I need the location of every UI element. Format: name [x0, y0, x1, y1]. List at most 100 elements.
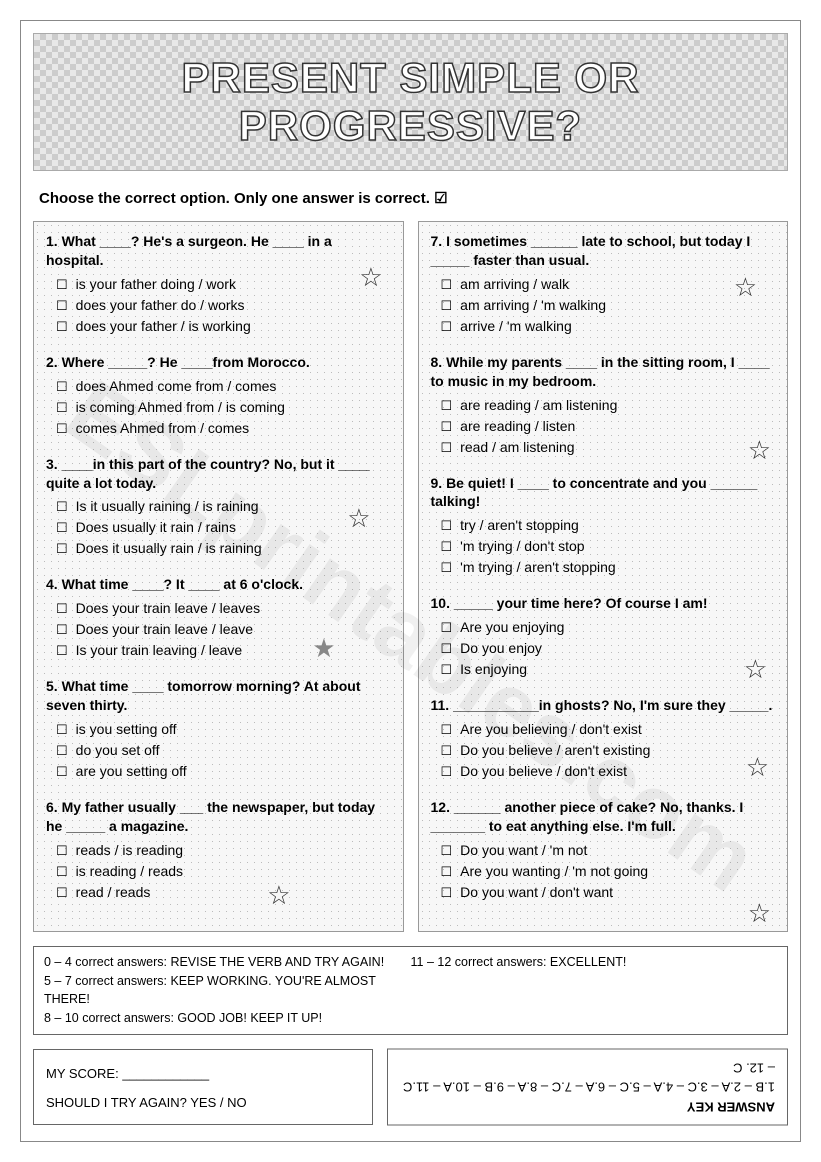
- option-checkbox[interactable]: is you setting off: [56, 719, 391, 740]
- question-prompt: 7. I sometimes ______ late to school, bu…: [431, 232, 776, 270]
- star-icon: ☆: [734, 272, 757, 303]
- option-checkbox[interactable]: are reading / am listening: [441, 395, 776, 416]
- question-prompt: 5. What time ____ tomorrow morning? At a…: [46, 677, 391, 715]
- option-checkbox[interactable]: Do you enjoy: [441, 638, 776, 659]
- feedback-line: [411, 1009, 778, 1028]
- options-list: try / aren't stopping'm trying / don't s…: [431, 515, 776, 578]
- option-checkbox[interactable]: comes Ahmed from / comes: [56, 418, 391, 439]
- question-3: 3. ____in this part of the country? No, …: [46, 455, 391, 560]
- question-11: 11. ___________in ghosts? No, I'm sure t…: [431, 696, 776, 782]
- instruction-text: Choose the correct option. Only one answ…: [39, 189, 788, 207]
- question-2: 2. Where _____? He ____from Morocco. does…: [46, 353, 391, 439]
- option-checkbox[interactable]: Are you enjoying: [441, 617, 776, 638]
- question-prompt: 3. ____in this part of the country? No, …: [46, 455, 391, 493]
- option-checkbox[interactable]: Is it usually raining / is raining: [56, 496, 391, 517]
- options-list: is your father doing / workdoes your fat…: [46, 274, 391, 337]
- option-checkbox[interactable]: is reading / reads: [56, 861, 391, 882]
- question-6: 6. My father usually ___ the newspaper, …: [46, 798, 391, 903]
- question-prompt: 2. Where _____? He ____from Morocco.: [46, 353, 391, 372]
- option-checkbox[interactable]: Do you want / don't want: [441, 882, 776, 903]
- title-banner: PRESENT SIMPLE OR PROGRESSIVE?: [33, 33, 788, 171]
- star-icon: ☆: [748, 435, 771, 466]
- star-icon: ☆: [744, 654, 767, 685]
- question-8: 8. While my parents ____ in the sitting …: [431, 353, 776, 458]
- worksheet-title: PRESENT SIMPLE OR PROGRESSIVE?: [44, 54, 777, 150]
- star-icon: ☆: [359, 262, 382, 293]
- option-checkbox[interactable]: Are you wanting / 'm not going: [441, 861, 776, 882]
- star-icon: ☆: [267, 880, 290, 911]
- feedback-line: 5 – 7 correct answers: KEEP WORKING. YOU…: [44, 972, 411, 1010]
- option-checkbox[interactable]: arrive / 'm walking: [441, 316, 776, 337]
- answer-key-box: ANSWER KEY 1.B – 2.A – 3.C – 4.A – 5.C –…: [387, 1049, 788, 1126]
- page-frame: PRESENT SIMPLE OR PROGRESSIVE? Choose th…: [20, 20, 801, 1142]
- feedback-line: [411, 972, 778, 1010]
- option-checkbox[interactable]: read / am listening: [441, 437, 776, 458]
- option-checkbox[interactable]: Do you believe / aren't existing: [441, 740, 776, 761]
- question-12: 12. ______ another piece of cake? No, th…: [431, 798, 776, 903]
- option-checkbox[interactable]: am arriving / 'm walking: [441, 295, 776, 316]
- feedback-line: 0 – 4 correct answers: REVISE THE VERB A…: [44, 953, 411, 972]
- star-icon: ☆: [347, 503, 370, 534]
- option-checkbox[interactable]: Is your train leaving / leave: [56, 640, 391, 661]
- question-prompt: 1. What ____? He's a surgeon. He ____ in…: [46, 232, 391, 270]
- option-checkbox[interactable]: do you set off: [56, 740, 391, 761]
- option-checkbox[interactable]: Do you believe / don't exist: [441, 761, 776, 782]
- option-checkbox[interactable]: Do you want / 'm not: [441, 840, 776, 861]
- star-icon: ☆: [748, 898, 771, 929]
- question-1: 1. What ____? He's a surgeon. He ____ in…: [46, 232, 391, 337]
- options-list: Is it usually raining / is rainingDoes u…: [46, 496, 391, 559]
- option-checkbox[interactable]: does your father / is working: [56, 316, 391, 337]
- answer-key-text: 1.B – 2.A – 3.C – 4.A – 5.C – 6.A – 7.C …: [400, 1058, 775, 1097]
- question-prompt: 12. ______ another piece of cake? No, th…: [431, 798, 776, 836]
- options-list: Are you believing / don't existDo you be…: [431, 719, 776, 782]
- question-prompt: 8. While my parents ____ in the sitting …: [431, 353, 776, 391]
- option-checkbox[interactable]: try / aren't stopping: [441, 515, 776, 536]
- question-5: 5. What time ____ tomorrow morning? At a…: [46, 677, 391, 782]
- options-list: does Ahmed come from / comesis coming Ah…: [46, 376, 391, 439]
- option-checkbox[interactable]: Does usually it rain / rains: [56, 517, 391, 538]
- option-checkbox[interactable]: is coming Ahmed from / is coming: [56, 397, 391, 418]
- option-checkbox[interactable]: Does your train leave / leaves: [56, 598, 391, 619]
- option-checkbox[interactable]: are you setting off: [56, 761, 391, 782]
- question-7: 7. I sometimes ______ late to school, bu…: [431, 232, 776, 337]
- feedback-rubric: 0 – 4 correct answers: REVISE THE VERB A…: [33, 946, 788, 1035]
- options-list: am arriving / walkam arriving / 'm walki…: [431, 274, 776, 337]
- question-prompt: 6. My father usually ___ the newspaper, …: [46, 798, 391, 836]
- question-10: 10. _____ your time here? Of course I am…: [431, 594, 776, 680]
- option-checkbox[interactable]: are reading / listen: [441, 416, 776, 437]
- question-prompt: 9. Be quiet! I ____ to concentrate and y…: [431, 474, 776, 512]
- feedback-line: 11 – 12 correct answers: EXCELLENT!: [411, 953, 778, 972]
- option-checkbox[interactable]: Does your train leave / leave: [56, 619, 391, 640]
- option-checkbox[interactable]: does your father do / works: [56, 295, 391, 316]
- options-list: Do you want / 'm notAre you wanting / 'm…: [431, 840, 776, 903]
- options-list: Are you enjoyingDo you enjoyIs enjoying: [431, 617, 776, 680]
- option-checkbox[interactable]: reads / is reading: [56, 840, 391, 861]
- score-line: MY SCORE: ____________: [46, 1060, 360, 1089]
- option-checkbox[interactable]: does Ahmed come from / comes: [56, 376, 391, 397]
- try-again-line: SHOULD I TRY AGAIN? YES / NO: [46, 1089, 360, 1118]
- score-box: MY SCORE: ____________ SHOULD I TRY AGAI…: [33, 1049, 373, 1126]
- question-prompt: 10. _____ your time here? Of course I am…: [431, 594, 776, 613]
- option-checkbox[interactable]: Does it usually rain / is raining: [56, 538, 391, 559]
- option-checkbox[interactable]: 'm trying / don't stop: [441, 536, 776, 557]
- question-prompt: 4. What time ____? It ____ at 6 o'clock.: [46, 575, 391, 594]
- options-list: is you setting offdo you set offare you …: [46, 719, 391, 782]
- left-column: 1. What ____? He's a surgeon. He ____ in…: [33, 221, 404, 932]
- options-list: reads / is readingis reading / readsread…: [46, 840, 391, 903]
- question-9: 9. Be quiet! I ____ to concentrate and y…: [431, 474, 776, 579]
- answer-key-label: ANSWER KEY: [400, 1097, 775, 1117]
- right-column: 7. I sometimes ______ late to school, bu…: [418, 221, 789, 932]
- option-checkbox[interactable]: Is enjoying: [441, 659, 776, 680]
- questions-columns: 1. What ____? He's a surgeon. He ____ in…: [33, 221, 788, 932]
- question-4: 4. What time ____? It ____ at 6 o'clock.…: [46, 575, 391, 661]
- option-checkbox[interactable]: Are you believing / don't exist: [441, 719, 776, 740]
- star-icon: ☆: [746, 752, 769, 783]
- bottom-row: MY SCORE: ____________ SHOULD I TRY AGAI…: [33, 1049, 788, 1126]
- option-checkbox[interactable]: read / reads: [56, 882, 391, 903]
- question-prompt: 11. ___________in ghosts? No, I'm sure t…: [431, 696, 776, 715]
- options-list: are reading / am listeningare reading / …: [431, 395, 776, 458]
- option-checkbox[interactable]: is your father doing / work: [56, 274, 391, 295]
- option-checkbox[interactable]: 'm trying / aren't stopping: [441, 557, 776, 578]
- options-list: Does your train leave / leavesDoes your …: [46, 598, 391, 661]
- option-checkbox[interactable]: am arriving / walk: [441, 274, 776, 295]
